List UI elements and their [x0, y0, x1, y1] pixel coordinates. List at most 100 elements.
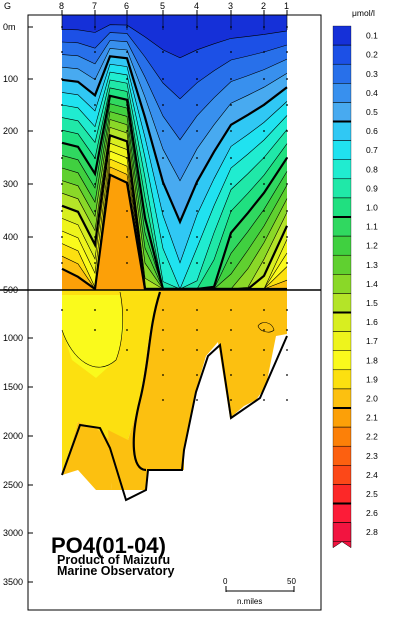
colorbar-swatch [332, 331, 352, 351]
observation-point [126, 78, 128, 80]
observation-point [61, 262, 63, 264]
observation-point [162, 210, 164, 212]
colorbar-swatch [332, 484, 352, 504]
observation-point [196, 210, 198, 212]
observation-point [94, 329, 96, 331]
observation-point [230, 349, 232, 351]
observation-point [230, 399, 232, 401]
observation-point [94, 262, 96, 264]
colorbar-label: 2.3 [366, 451, 378, 461]
colorbar-label: 0.2 [366, 50, 378, 60]
colorbar-label: 0.5 [366, 107, 378, 117]
colorbar-label: 0.8 [366, 164, 378, 174]
station-label: 8 [59, 1, 64, 11]
observation-point [162, 349, 164, 351]
observation-point [263, 329, 265, 331]
observation-point [263, 104, 265, 106]
observation-point [196, 236, 198, 238]
observation-point [263, 210, 265, 212]
colorbar-label: 1.8 [366, 355, 378, 365]
observation-point [94, 236, 96, 238]
observation-point [263, 130, 265, 132]
colorbar-swatch [332, 83, 352, 103]
observation-point [196, 309, 198, 311]
depth-tick-label: 2000 [3, 431, 23, 441]
observation-point [263, 183, 265, 185]
observation-point [196, 262, 198, 264]
contour-line [132, 291, 162, 472]
contour-line [61, 24, 288, 59]
observation-point [162, 183, 164, 185]
observation-point [162, 329, 164, 331]
colorbar-label: 0.3 [366, 69, 378, 79]
contour-line [61, 40, 288, 141]
observation-point [162, 399, 164, 401]
observation-point [230, 236, 232, 238]
scale-bar-unit: n.miles [237, 597, 262, 606]
observation-point [94, 104, 96, 106]
observation-point [230, 51, 232, 53]
observation-point [94, 157, 96, 159]
observation-point [162, 51, 164, 53]
observation-point [263, 349, 265, 351]
observation-point [263, 157, 265, 159]
observation-point [286, 262, 288, 264]
observation-point [162, 130, 164, 132]
colorbar-label: 1.6 [366, 317, 378, 327]
depth-tick-label: 300 [3, 179, 18, 189]
depth-split-label: 500 [3, 285, 18, 295]
observation-point [230, 104, 232, 106]
observation-point [61, 309, 63, 311]
observation-point [196, 399, 198, 401]
depth-tick-label: 2500 [3, 480, 23, 490]
observation-point [286, 399, 288, 401]
colorbar-swatch [332, 426, 352, 447]
observation-point [94, 210, 96, 212]
band [108, 290, 287, 490]
colorbar-swatch [332, 350, 352, 370]
colorbar-label: 2.6 [366, 508, 378, 518]
colorbar-swatch [332, 102, 352, 122]
contour-line [61, 79, 288, 290]
observation-point [61, 183, 63, 185]
observation-point [286, 183, 288, 185]
observation-point [286, 349, 288, 351]
band [28, 15, 321, 58]
contour-line [61, 48, 288, 182]
station-label: 7 [92, 1, 97, 11]
observation-point [263, 374, 265, 376]
station-label: 1 [284, 1, 289, 11]
colorbar-swatch [332, 121, 352, 141]
observation-point [286, 157, 288, 159]
colorbar-swatch [332, 178, 352, 199]
observation-point [286, 374, 288, 376]
colorbar-label: 1.2 [366, 241, 378, 251]
observation-point [61, 236, 63, 238]
colorbar-label: 0.9 [366, 183, 378, 193]
contour-line [61, 71, 288, 290]
observation-point [126, 309, 128, 311]
colorbar-label: 1.0 [366, 202, 378, 212]
colorbar-label: 1.1 [366, 222, 378, 232]
observation-point [94, 51, 96, 53]
lower-panel-color-fill [28, 290, 321, 610]
contour-line [61, 291, 123, 368]
scale-bar-end: 50 [287, 577, 296, 586]
colorbar-label: 0.6 [366, 126, 378, 136]
colorbar: 0.1 0.2 0.3 0.4 0.5 0.6 0.7 0.8 0.9 1.0 1.1 1.2 1.3 1… [332, 25, 378, 549]
station-label: 5 [160, 1, 165, 11]
station-label: 3 [228, 1, 233, 11]
colorbar-swatch [332, 216, 352, 237]
observation-point [263, 78, 265, 80]
observation-point [196, 78, 198, 80]
observation-point [286, 78, 288, 80]
observation-point [126, 349, 128, 351]
colorbar-swatch [332, 274, 352, 294]
observation-point [126, 262, 128, 264]
colorbar-swatch [332, 503, 352, 523]
unit-label: μmol/l [352, 8, 375, 18]
observation-point [286, 329, 288, 331]
upper-panel-color-fill [28, 15, 321, 290]
observation-point [126, 329, 128, 331]
colorbar-swatch [332, 159, 352, 179]
